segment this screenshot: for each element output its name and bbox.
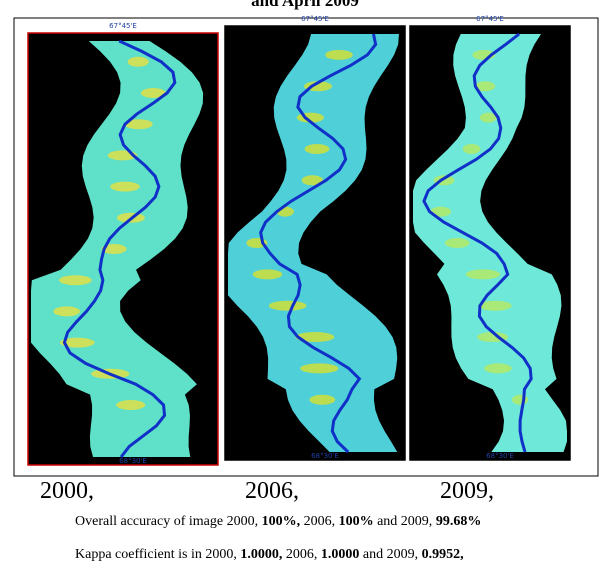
bottom-coordinate: 68°30'E xyxy=(311,452,339,460)
caption-text: Overall accuracy of image 2000, xyxy=(75,514,262,529)
top-coordinate: 67°45'E xyxy=(476,15,504,23)
caption-text: 2006, xyxy=(300,514,339,529)
caption-value: 1.0000 xyxy=(321,547,360,562)
class-patch xyxy=(305,144,330,154)
page: {"title": "and April 2009", "panels": [ … xyxy=(0,0,610,582)
top-coordinate: 67°45'E xyxy=(301,15,329,23)
class-patch xyxy=(253,269,283,279)
caption-text: and 2009, xyxy=(359,547,421,562)
class-patch xyxy=(309,395,335,405)
bottom-coordinate: 68°30'E xyxy=(119,457,147,465)
class-patch xyxy=(325,50,353,60)
top-coordinate: 67°45'E xyxy=(109,22,137,30)
year-label: 2006, xyxy=(245,478,299,505)
caption-value: 1.0000, xyxy=(240,547,282,562)
caption-value: 100%, xyxy=(262,514,301,529)
class-patch xyxy=(110,182,139,192)
caption-value: 100% xyxy=(339,514,374,529)
caption-value: 99.68% xyxy=(436,514,482,529)
caption-text: 2006, xyxy=(282,547,321,562)
caption-text: and 2009, xyxy=(374,514,436,529)
class-patch xyxy=(269,301,307,311)
class-patch xyxy=(512,395,528,405)
class-patch xyxy=(116,400,145,410)
panels: 67°45'E 68°30'E 67°45'E 68°30'E 67°45'E 68°30… xyxy=(28,15,570,465)
class-patch xyxy=(463,144,481,154)
caption-line: Overall accuracy of image 2000, 100%, 20… xyxy=(75,514,481,530)
bottom-coordinate: 68°30'E xyxy=(486,452,514,460)
class-patch xyxy=(484,363,512,373)
class-patch xyxy=(128,57,149,67)
year-label: 2000, xyxy=(40,478,94,505)
class-patch xyxy=(300,363,338,373)
year-label: 2009, xyxy=(440,478,494,505)
caption-value: 0.9952, xyxy=(422,547,464,562)
class-patch xyxy=(59,275,92,285)
caption-text: Kappa coefficient is in 2000, xyxy=(75,547,240,562)
class-patch xyxy=(445,238,470,248)
caption-line: Kappa coefficient is in 2000, 1.0000, 20… xyxy=(75,547,464,563)
class-patch xyxy=(53,306,80,316)
class-patch xyxy=(466,269,500,279)
